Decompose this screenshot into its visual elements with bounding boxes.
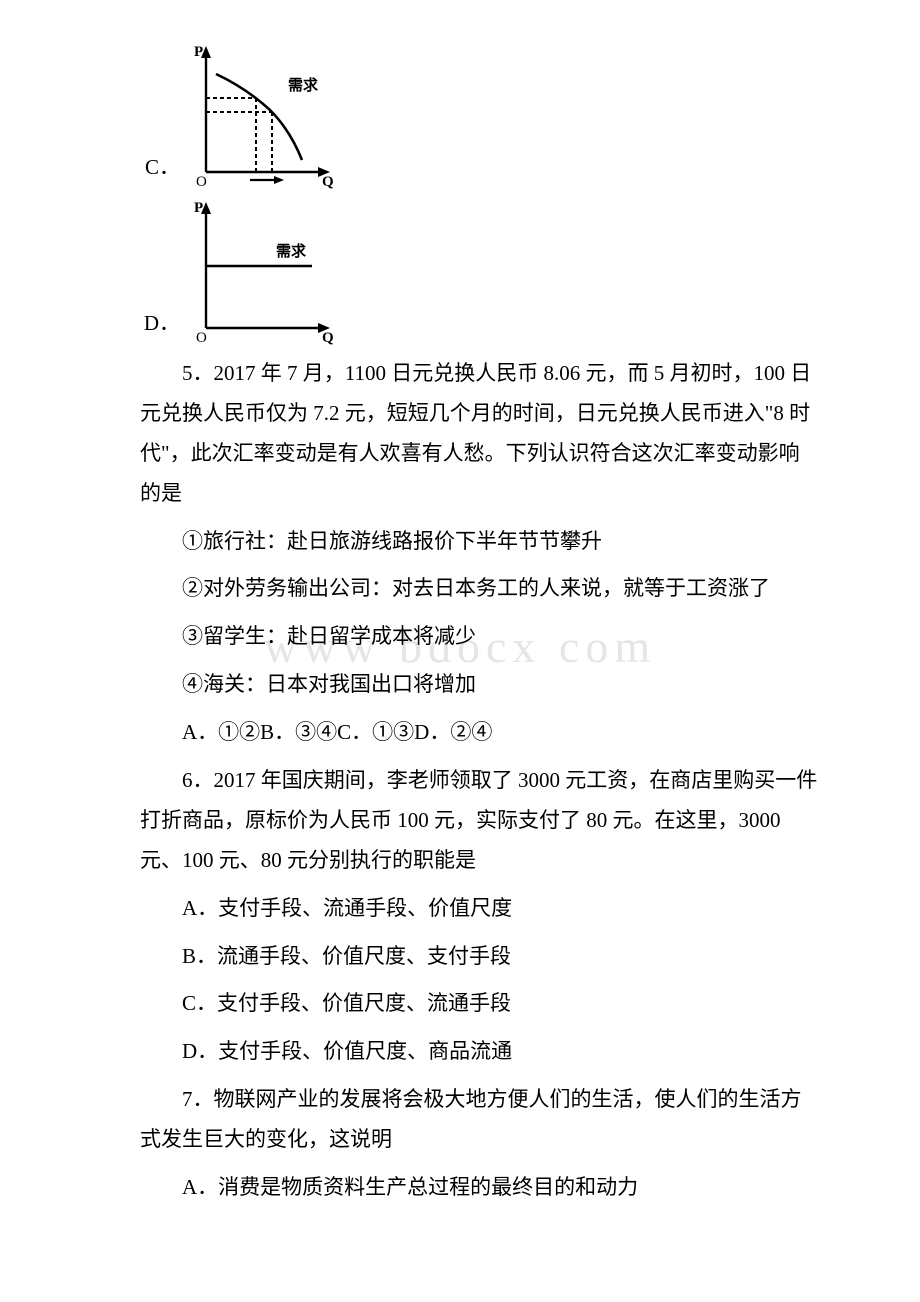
chart-c-q-label: Q	[322, 174, 334, 190]
q5-opt2: ②对外劳务输出公司：对去日本务工的人来说，就等于工资涨了	[140, 569, 820, 609]
q7-a: A．消费是物质资料生产总过程的最终目的和动力	[140, 1168, 820, 1208]
q6-d: D．支付手段、价值尺度、商品流通	[140, 1032, 820, 1072]
chart-d-q-label: Q	[322, 330, 334, 346]
document-page: C． P Q O 需求 D．	[0, 0, 920, 1256]
q5-opt1: ①旅行社：赴日旅游线路报价下半年节节攀升	[140, 522, 820, 562]
chart-c-label: C．	[140, 148, 186, 190]
q5-opt4: ④海关：日本对我国出口将增加	[140, 665, 820, 705]
q6-stem: 6．2017 年国庆期间，李老师领取了 3000 元工资，在商店里购买一件打折商…	[140, 761, 820, 881]
chart-d-curve-label: 需求	[276, 242, 307, 260]
chart-c-p-label: P	[194, 44, 203, 60]
chart-d-origin: O	[196, 330, 207, 346]
chart-d-svg: P Q O 需求	[186, 196, 336, 346]
q5-opt3: ③留学生：赴日留学成本将减少	[140, 617, 820, 657]
chart-c-origin: O	[196, 174, 207, 190]
q6-c: C．支付手段、价值尺度、流通手段	[140, 984, 820, 1024]
q6-a: A．支付手段、流通手段、价值尺度	[140, 889, 820, 929]
chart-c-curve-label: 需求	[288, 76, 319, 94]
q5-stem: 5．2017 年 7 月，1100 日元兑换人民币 8.06 元，而 5 月初时…	[140, 354, 820, 514]
chart-d-p-label: P	[194, 200, 203, 216]
chart-c-row: C． P Q O 需求	[140, 40, 820, 190]
q6-b: B．流通手段、价值尺度、支付手段	[140, 937, 820, 977]
chart-d-label: D．	[140, 304, 186, 346]
q7-stem: 7．物联网产业的发展将会极大地方便人们的生活，使人们的生活方式发生巨大的变化，这…	[140, 1080, 820, 1160]
chart-c-svg: P Q O 需求	[186, 40, 336, 190]
chart-d-row: D． P Q O 需求	[140, 196, 820, 346]
q5-choices: A．①②B．③④C．①③D．②④	[140, 713, 820, 753]
